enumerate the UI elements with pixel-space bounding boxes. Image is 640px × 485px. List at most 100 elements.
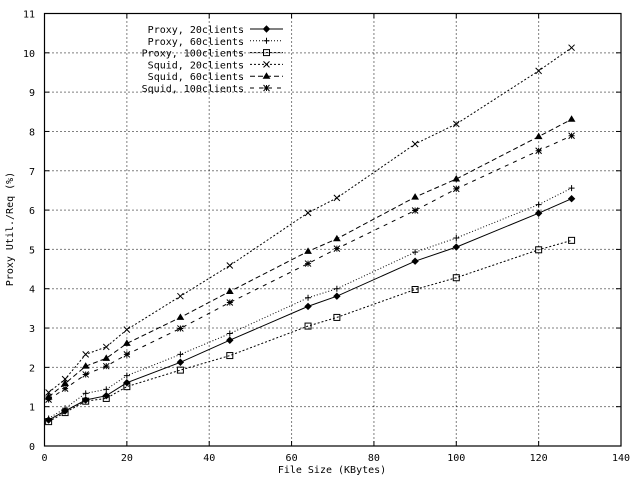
star-marker-icon bbox=[61, 385, 69, 392]
series-1 bbox=[44, 194, 576, 424]
x-tick-label: 100 bbox=[447, 453, 465, 464]
square-marker-icon bbox=[102, 394, 110, 402]
legend-item: Proxy, 100clients bbox=[142, 49, 283, 60]
cross-marker-icon bbox=[304, 209, 312, 217]
y-tick-label: 4 bbox=[29, 285, 35, 296]
legend-label: Squid, 20clients bbox=[148, 60, 244, 71]
plus-marker-icon bbox=[535, 201, 542, 208]
y-tick-label: 3 bbox=[29, 324, 35, 335]
data-series bbox=[44, 44, 576, 426]
star-marker-icon bbox=[535, 147, 542, 155]
square-marker-icon bbox=[82, 397, 90, 405]
triangle-marker-icon bbox=[411, 193, 419, 200]
x-axis-label: File Size (KBytes) bbox=[278, 465, 386, 476]
triangle-marker-icon bbox=[452, 175, 461, 182]
square-marker-icon bbox=[226, 352, 234, 360]
star-marker-icon bbox=[304, 260, 312, 267]
star-marker-icon bbox=[452, 185, 460, 193]
triangle-marker-icon bbox=[534, 132, 543, 140]
square-marker-icon bbox=[333, 313, 341, 321]
y-axis-ticks: 0 1 2 3 4 5 6 7 8 9 10 11 bbox=[23, 10, 621, 453]
triangle-marker-icon bbox=[225, 287, 234, 294]
square-marker-icon bbox=[535, 246, 543, 254]
triangle-marker-icon bbox=[567, 115, 576, 122]
legend-label: Squid, 60clients bbox=[148, 72, 244, 83]
square-marker-icon bbox=[45, 418, 53, 426]
x-tick-label: 0 bbox=[41, 453, 47, 464]
diamond-marker-icon bbox=[226, 336, 234, 344]
triangle-marker-icon bbox=[304, 247, 312, 254]
grid-lines bbox=[44, 13, 621, 446]
y-tick-label: 8 bbox=[29, 127, 35, 138]
cross-marker-icon bbox=[82, 351, 90, 358]
series-6 bbox=[45, 132, 575, 403]
y-tick-label: 6 bbox=[29, 206, 35, 217]
star-marker-icon bbox=[45, 396, 52, 403]
triangle-marker-icon bbox=[122, 339, 131, 346]
star-marker-icon bbox=[123, 351, 131, 358]
axes bbox=[43, 12, 622, 447]
y-tick-label: 1 bbox=[29, 403, 35, 414]
cross-marker-icon bbox=[333, 194, 341, 202]
plot-border bbox=[43, 12, 622, 447]
cross-marker-icon bbox=[45, 389, 52, 396]
series-2 bbox=[45, 185, 575, 422]
y-tick-label: 9 bbox=[29, 88, 35, 99]
triangle-marker-icon bbox=[262, 72, 271, 79]
diamond-marker-icon bbox=[123, 378, 131, 387]
y-tick-label: 5 bbox=[29, 245, 35, 256]
x-tick-label: 20 bbox=[121, 453, 133, 464]
y-tick-label: 7 bbox=[29, 167, 35, 178]
star-marker-icon bbox=[263, 84, 270, 92]
legend-label: Proxy, 100clients bbox=[142, 49, 244, 60]
plus-marker-icon bbox=[177, 351, 184, 358]
diamond-marker-icon bbox=[567, 194, 576, 203]
star-marker-icon bbox=[568, 132, 575, 140]
diamond-marker-icon bbox=[262, 25, 271, 33]
diamond-marker-icon bbox=[534, 209, 543, 217]
square-marker-icon bbox=[123, 383, 131, 391]
legend-label: Proxy, 60clients bbox=[148, 37, 244, 48]
legend-item: Proxy, 60clients bbox=[148, 37, 283, 48]
cross-marker-icon bbox=[102, 343, 110, 351]
cross-marker-icon bbox=[568, 44, 575, 52]
series-4 bbox=[45, 44, 575, 396]
diamond-marker-icon bbox=[411, 257, 419, 265]
x-axis-ticks: 0 20 40 60 80 100 120 140 bbox=[41, 13, 630, 464]
y-tick-label: 2 bbox=[29, 363, 35, 374]
x-tick-label: 80 bbox=[368, 453, 380, 464]
triangle-marker-icon bbox=[102, 354, 111, 361]
plus-marker-icon bbox=[82, 390, 89, 397]
y-axis-label: Proxy Util./Req (%) bbox=[5, 172, 16, 286]
x-tick-label: 60 bbox=[286, 453, 298, 464]
cross-marker-icon bbox=[263, 61, 270, 68]
star-marker-icon bbox=[102, 362, 110, 370]
star-marker-icon bbox=[333, 245, 341, 252]
series-line bbox=[48, 135, 572, 401]
star-marker-icon bbox=[411, 207, 419, 214]
plus-marker-icon bbox=[333, 285, 340, 292]
triangle-marker-icon bbox=[81, 362, 90, 369]
square-marker-icon bbox=[176, 366, 184, 374]
cross-marker-icon bbox=[123, 326, 131, 333]
cross-marker-icon bbox=[177, 292, 184, 300]
star-marker-icon bbox=[226, 299, 234, 306]
series-3 bbox=[45, 236, 576, 426]
square-marker-icon bbox=[568, 236, 576, 244]
plus-marker-icon bbox=[103, 386, 110, 393]
square-marker-icon bbox=[411, 286, 419, 294]
triangle-marker-icon bbox=[61, 379, 69, 386]
y-tick-label: 0 bbox=[29, 442, 35, 453]
legend-item: Squid, 20clients bbox=[148, 60, 283, 71]
triangle-marker-icon bbox=[332, 234, 341, 242]
cross-marker-icon bbox=[535, 67, 542, 75]
diamond-marker-icon bbox=[304, 302, 312, 311]
plus-marker-icon bbox=[412, 249, 419, 256]
series-line bbox=[48, 198, 572, 421]
plus-marker-icon bbox=[62, 405, 69, 412]
star-marker-icon bbox=[82, 371, 90, 378]
cross-marker-icon bbox=[411, 140, 419, 148]
legend-item: Proxy, 20clients bbox=[148, 25, 283, 36]
square-marker-icon bbox=[61, 409, 69, 417]
